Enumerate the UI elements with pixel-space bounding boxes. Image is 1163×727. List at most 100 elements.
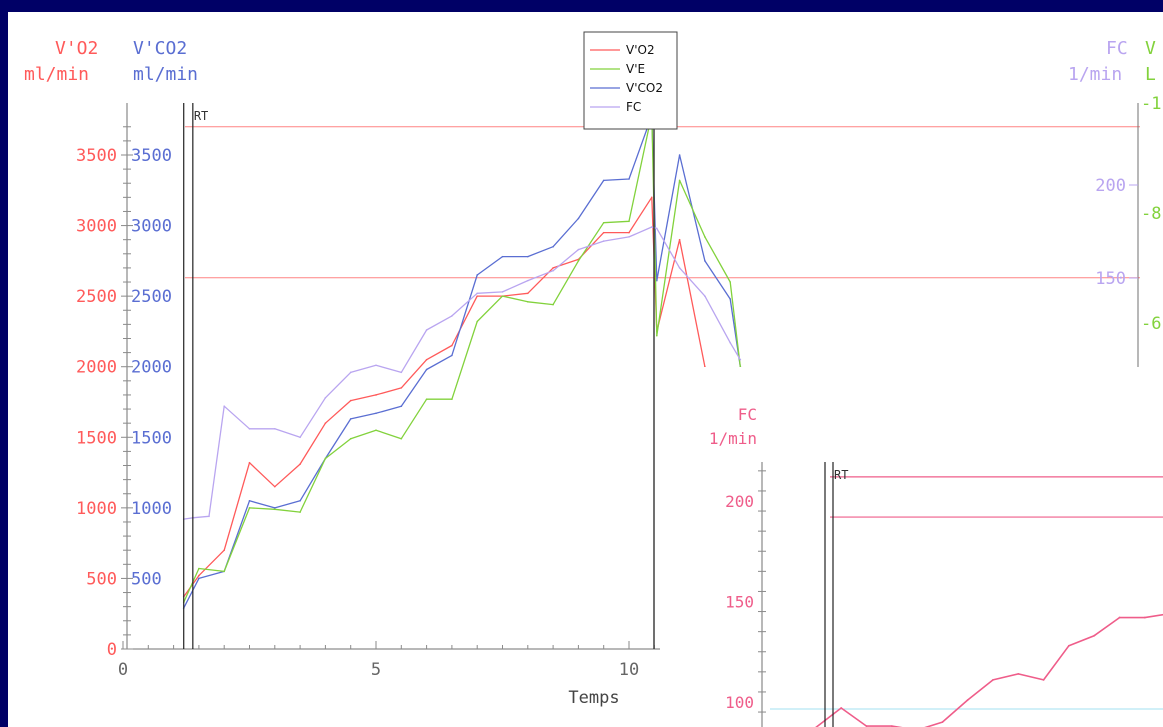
- series-point-v-co2: [704, 260, 706, 262]
- series-point-v-o2: [628, 231, 630, 234]
- series-point-v-e: [375, 429, 377, 432]
- ve-tick-label: -1: [1141, 94, 1161, 114]
- series-point-v-o2: [274, 485, 276, 488]
- series-point-v-e: [628, 220, 630, 223]
- legend-entry-v-e: V'E: [626, 62, 645, 76]
- series-point-v-e: [602, 221, 605, 224]
- vco2-tick-label: 3500: [131, 146, 172, 166]
- series-point-fc-inset: [1143, 616, 1146, 619]
- series-point-fc-inset: [840, 707, 843, 709]
- inset-fc-tick-label: 200: [725, 492, 754, 511]
- series-point-v-co2: [274, 507, 276, 509]
- series-point-v-e: [656, 334, 658, 337]
- series-point-fc: [704, 295, 706, 297]
- vo2-tick-label: 500: [86, 569, 117, 589]
- series-point-fc: [223, 405, 225, 408]
- inset-fc-axis-name: FC: [738, 405, 757, 424]
- vo2-axis-name: V'O2: [55, 38, 98, 59]
- series-point-fc: [602, 240, 605, 242]
- series-point-v-co2: [552, 245, 554, 248]
- fc-tick-label: 200: [1095, 176, 1126, 196]
- vco2-tick-label: 2000: [131, 358, 172, 378]
- series-point-v-e: [527, 300, 529, 303]
- series-point-fc: [476, 292, 479, 295]
- series-point-fc-inset: [1017, 672, 1020, 675]
- series-point-fc: [729, 341, 731, 344]
- x-tick-label: 5: [371, 660, 381, 680]
- series-point-v-e: [704, 236, 706, 238]
- series-point-v-e: [299, 511, 301, 513]
- vco2-axis-unit: ml/min: [133, 64, 198, 85]
- series-point-fc: [678, 267, 681, 269]
- series-point-v-e: [223, 570, 225, 573]
- series-line-v-co2: [183, 114, 741, 609]
- series-point-v-co2: [628, 178, 630, 180]
- series-point-fc: [400, 371, 403, 374]
- series-point-fc: [248, 428, 251, 430]
- series-point-fc: [324, 396, 327, 399]
- series-point-v-e: [324, 457, 327, 460]
- series-point-v-o2: [602, 231, 605, 234]
- series-point-v-e: [552, 303, 554, 306]
- series-point-v-e: [425, 398, 428, 400]
- series-point-fc: [501, 291, 504, 293]
- series-point-v-e: [274, 508, 276, 511]
- legend-entry-v-co2: V'CO2: [626, 81, 663, 95]
- vco2-tick-label: 1000: [131, 499, 172, 519]
- legend-entry-v-o2: V'O2: [626, 43, 655, 57]
- series-point-v-co2: [400, 405, 403, 408]
- series-point-v-o2: [552, 267, 554, 269]
- fc-axis-name: FC: [1106, 38, 1128, 59]
- series-point-v-o2: [349, 399, 352, 402]
- ve-tick-label: -6: [1141, 314, 1161, 334]
- series-point-fc: [451, 315, 453, 317]
- series-line-v-e: [183, 113, 741, 603]
- ve-axis-name: V: [1145, 38, 1156, 59]
- series-point-v-e: [501, 295, 504, 297]
- series-line-v-o2: [183, 196, 706, 598]
- series-point-fc-inset: [992, 678, 994, 681]
- series-point-v-co2: [451, 354, 453, 357]
- series-point-v-co2: [501, 255, 504, 258]
- series-point-v-e: [400, 437, 403, 440]
- series-point-fc-inset: [966, 699, 969, 701]
- series-point-fc-inset: [1093, 634, 1096, 637]
- series-point-fc-inset: [1068, 644, 1070, 647]
- series-line-fc: [183, 226, 741, 520]
- series-point-fc-inset: [941, 721, 944, 723]
- series-point-fc: [375, 364, 377, 367]
- series-point-v-e: [678, 179, 681, 182]
- fc-tick-label: 150: [1095, 269, 1126, 289]
- vo2-tick-label: 0: [107, 640, 117, 660]
- vco2-tick-label: 1500: [131, 428, 172, 448]
- series-point-v-o2: [223, 549, 225, 551]
- series-point-v-e: [198, 567, 200, 570]
- series-point-v-co2: [248, 500, 251, 502]
- series-point-v-o2: [678, 238, 681, 241]
- series-point-v-e: [451, 398, 453, 400]
- series-point-fc-inset: [1042, 678, 1045, 681]
- vo2-tick-label: 3500: [76, 146, 117, 166]
- series-point-fc-inset: [1118, 616, 1121, 619]
- series-point-v-o2: [451, 344, 453, 347]
- chart-sheet: RT V'O2 V'CO2 ml/min ml/min 0 500 1000 1500 2000…: [8, 12, 1163, 727]
- series-point-v-o2: [527, 292, 529, 295]
- fc-inset-panel: RT FC 1/min 100 150 200: [690, 367, 1163, 727]
- series-point-fc: [656, 227, 658, 230]
- series-point-v-o2: [299, 463, 301, 465]
- fc-inset-chart: RT FC 1/min 100 150 200: [709, 405, 1163, 727]
- series-point-v-e: [349, 437, 352, 440]
- series-point-fc: [628, 236, 630, 238]
- vo2-tick-label: 2000: [76, 358, 117, 378]
- series-point-fc: [193, 516, 195, 519]
- vco2-tick-label: 500: [131, 569, 162, 589]
- series-point-v-e: [577, 260, 580, 262]
- legend-box: [583, 31, 678, 130]
- series-point-fc: [299, 436, 301, 439]
- fc-axis-unit: 1/min: [1068, 64, 1122, 85]
- vco2-tick-label: 2500: [131, 287, 172, 307]
- series-point-v-o2: [476, 295, 479, 297]
- legend-entry-fc: FC: [626, 100, 641, 114]
- series-point-v-co2: [656, 279, 658, 282]
